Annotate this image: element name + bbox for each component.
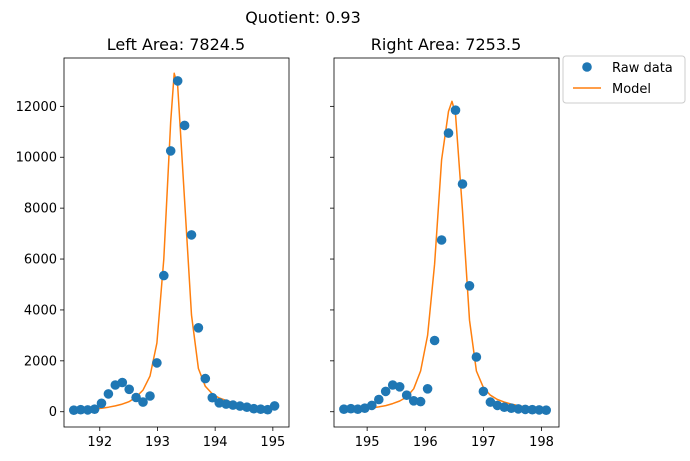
left-raw-data-point <box>255 404 266 415</box>
left-y-tick-label: 4000 <box>24 303 57 318</box>
right-raw-data-point <box>478 386 489 397</box>
right-raw-data-point <box>422 384 433 394</box>
right-raw-data-point <box>450 105 461 115</box>
right-raw-data-point <box>394 382 405 392</box>
right-raw-data-point <box>506 403 517 414</box>
right-raw-data-point <box>401 390 412 401</box>
left-y-tick-label: 2000 <box>24 354 57 369</box>
legend-raw-data-label: Raw data <box>612 61 673 76</box>
left-x-tick-label: 195 <box>260 435 285 450</box>
left-raw-data-point <box>69 405 79 416</box>
right-raw-data-point <box>520 404 531 415</box>
right-x-tick-label: 198 <box>529 435 554 450</box>
right-raw-data-point <box>353 404 363 415</box>
left-x-tick-label: 192 <box>87 435 112 450</box>
left-y-tick-label: 10000 <box>16 151 57 166</box>
left-x-tick-label: 193 <box>145 435 170 450</box>
right-raw-data-point <box>346 403 356 414</box>
right-raw-data-point <box>367 400 377 411</box>
left-raw-data-point <box>138 397 148 407</box>
left-raw-data-point <box>103 389 114 399</box>
left-raw-data-point <box>269 401 280 411</box>
right-raw-data-point <box>534 405 544 415</box>
left-y-tick-label: 6000 <box>24 253 57 268</box>
left-raw-data-point <box>117 377 128 388</box>
right-raw-data-point <box>339 404 349 415</box>
left-subplot: Left Area: 7824.5 192 193 194 195 0 2000 4000 6… <box>16 35 290 450</box>
right-raw-data-point <box>429 335 440 346</box>
left-raw-data-point <box>165 146 176 156</box>
right-subplot: Right Area: 7253.5 195 196 197 198 <box>330 35 560 450</box>
left-raw-data-point <box>145 391 155 401</box>
right-raw-data-point <box>380 386 391 397</box>
left-y-tick-label: 8000 <box>24 202 57 217</box>
left-raw-data-point <box>152 358 162 368</box>
left-raw-data-point <box>179 120 190 131</box>
right-raw-data-point <box>374 394 384 405</box>
right-raw-data-point <box>513 404 524 414</box>
right-x-tick-label: 195 <box>355 435 380 450</box>
right-raw-data-point <box>443 128 454 138</box>
legend-frame <box>562 55 686 104</box>
left-raw-data-point <box>228 400 238 410</box>
left-raw-data-point <box>89 404 100 415</box>
left-raw-data-point <box>96 398 107 409</box>
right-raw-data-point <box>527 404 538 415</box>
left-raw-data-point <box>249 403 259 414</box>
right-x-tick-label: 196 <box>413 435 438 450</box>
left-raw-data-point <box>207 392 218 403</box>
legend-raw-data-marker <box>582 62 592 72</box>
right-raw-data-point <box>471 352 482 362</box>
left-raw-data-point <box>124 384 134 395</box>
left-raw-data-point <box>131 392 141 403</box>
right-model-line <box>343 100 547 411</box>
right-axes-frame <box>333 57 560 428</box>
right-subplot-title: Right Area: 7253.5 <box>371 35 522 54</box>
left-y-tick-label: 0 <box>49 405 57 420</box>
right-raw-data-point <box>415 396 426 407</box>
left-model-line <box>73 72 275 411</box>
left-y-tick-label: 12000 <box>16 100 57 115</box>
right-x-tick-label: 197 <box>471 435 496 450</box>
left-raw-data-point <box>193 323 204 333</box>
right-raw-data-point <box>541 405 551 416</box>
left-raw-data-point <box>159 270 169 281</box>
right-raw-data-point <box>464 281 475 291</box>
legend-model-label: Model <box>612 82 651 97</box>
left-raw-data-point <box>82 405 93 415</box>
figure-suptitle: Quotient: 0.93 <box>245 8 361 27</box>
right-raw-data-point <box>499 402 510 413</box>
right-raw-data-point <box>457 179 468 189</box>
left-raw-data-point <box>172 76 183 86</box>
legend: Raw data Model <box>562 55 686 104</box>
left-raw-data-point <box>75 404 86 415</box>
left-raw-data-point <box>200 373 211 384</box>
left-subplot-title: Left Area: 7824.5 <box>107 35 245 54</box>
right-raw-data-point <box>436 235 447 245</box>
left-x-tick-label: 194 <box>203 435 228 450</box>
left-raw-data-point <box>186 230 197 240</box>
left-axes-frame <box>63 57 290 428</box>
